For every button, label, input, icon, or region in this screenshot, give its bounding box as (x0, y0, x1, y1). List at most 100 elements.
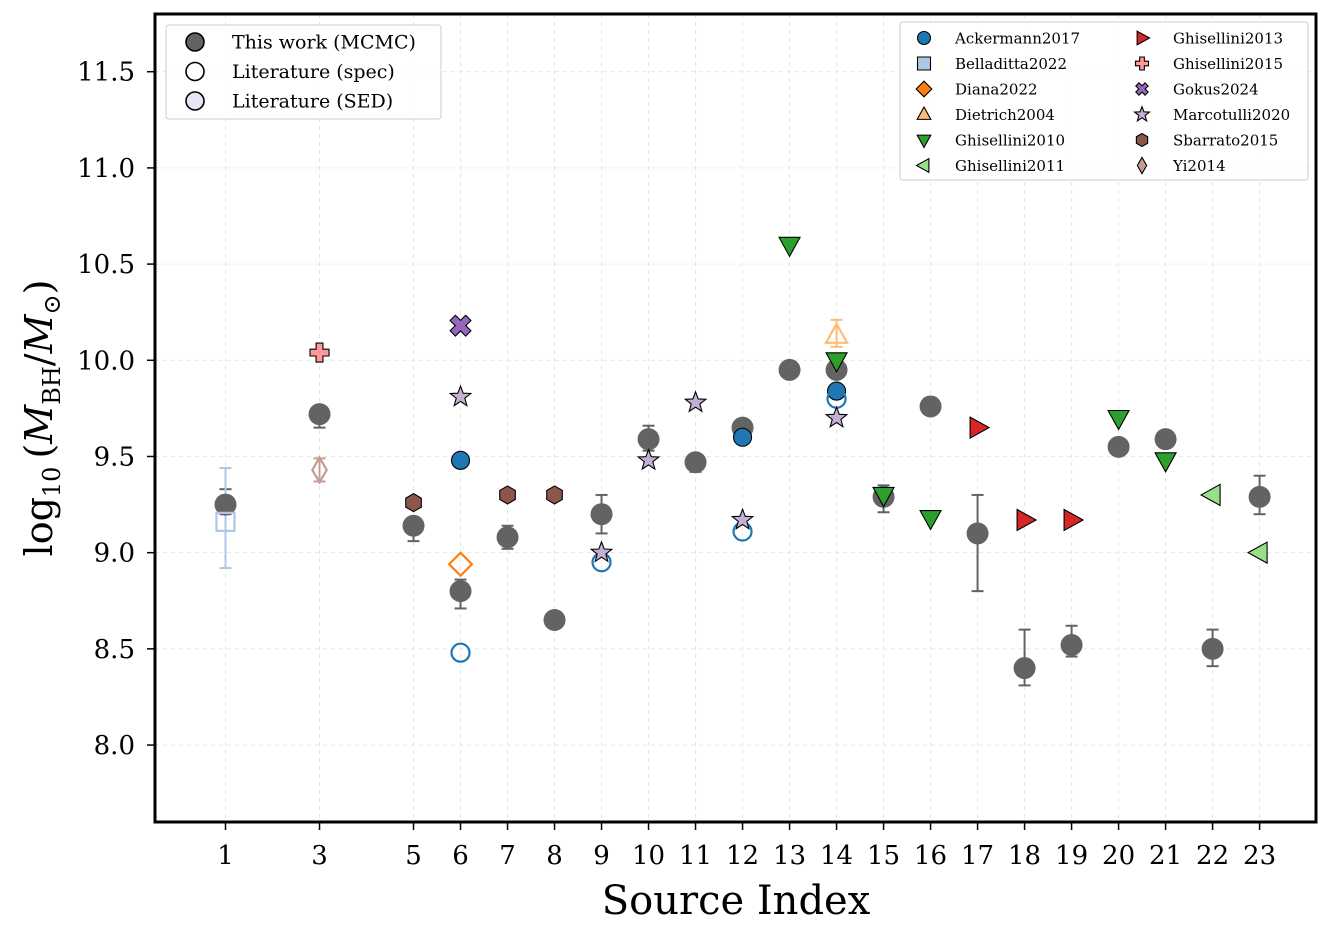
legend-refs-box (899, 21, 1309, 181)
legend-references: Ackermann2017 Belladitta2022 Diana2022 Diet… (899, 21, 1309, 181)
ghisellini2013-point-1 (1016, 508, 1038, 532)
x-tick-label-13: 13 (773, 841, 806, 871)
y-tick-label-10: 10.0 (77, 346, 135, 376)
x-tick-label-12: 12 (726, 841, 759, 871)
ylabel-msun-sub: ⊙ (38, 294, 66, 314)
mcmc-point-17 (966, 522, 989, 545)
x-tick-label-23: 23 (1243, 841, 1276, 871)
x-tick-label-9: 9 (593, 841, 610, 871)
legend-main-marker-this-work-mcmc (185, 32, 205, 52)
ylabel-slash: / (17, 353, 61, 366)
y-axis-ticks: 8.0 8.5 9.0 9.5 10.0 10.5 11.0 11.5 (77, 58, 155, 761)
x-tick-label-20: 20 (1102, 841, 1135, 871)
legend-ref-marker-sbarrato2015 (1135, 132, 1149, 148)
x-tick-label-16: 16 (914, 841, 947, 871)
legend-ref-label-belladitta2022: Belladitta2022 (955, 55, 1067, 73)
mcmc-point-9 (590, 503, 613, 526)
legend-ref-marker-yi2014 (1136, 156, 1148, 175)
legend-ref-label-sbarrato2015: Sbarrato2015 (1173, 132, 1278, 150)
ghisellini2010-point-5 (1154, 452, 1178, 473)
marcotulli2020-point-4 (730, 507, 755, 530)
x-tick-label-8: 8 (546, 841, 563, 871)
legend-ref-label-ghisellini2015: Ghisellini2015 (1173, 55, 1283, 73)
legend-ref-label-ghisellini2010: Ghisellini2010 (955, 132, 1065, 150)
legend-ref-label-diana2022: Diana2022 (955, 81, 1038, 99)
legend-main-label-this-work-mcmc: This work (MCMC) (232, 32, 416, 54)
mcmc-point-21 (1154, 428, 1177, 451)
ghisellini2010-point-4 (1107, 409, 1131, 431)
legend-ref-marker-ghisellini2011 (915, 157, 930, 174)
plot-frame (153, 12, 1318, 824)
mcmc-point-6 (449, 580, 472, 603)
legend-main-box (165, 24, 442, 120)
x-axis-title: Source Index (602, 878, 871, 924)
ghisellini2010-point-1 (825, 352, 848, 373)
dietrich2004-point-0 (824, 321, 849, 344)
gokus2024-point-0 (449, 314, 472, 337)
legend-ref-marker-gokus2024 (1135, 82, 1149, 96)
mcmc-point-23 (1248, 485, 1271, 508)
mcmc-point-20 (1107, 435, 1130, 458)
marcotulli2020-point-2 (636, 447, 661, 471)
x-tick-label-1: 1 (217, 841, 234, 871)
ghisellini2011-point-0 (1199, 483, 1221, 507)
legend-ref-marker-ghisellini2010 (916, 134, 932, 149)
ghisellini2010-point-0 (778, 236, 801, 258)
mcmc-point-7 (496, 526, 519, 549)
x-tick-label-22: 22 (1196, 841, 1229, 871)
mcmc-point-11 (684, 451, 707, 474)
legend-ref-label-ghisellini2011: Ghisellini2011 (955, 157, 1065, 175)
mcmc-point-5 (402, 514, 425, 537)
ylabel-lparen: ( (17, 444, 61, 459)
y-tick-label-8: 8.0 (94, 731, 135, 761)
x-tick-label-7: 7 (499, 841, 516, 871)
mcmc-point-16 (919, 395, 942, 418)
y-tick-label-11.5: 11.5 (77, 58, 135, 88)
x-tick-label-19: 19 (1055, 841, 1088, 871)
legend-main-label-literature-spec: Literature (spec) (232, 61, 395, 83)
mcmc-point-22 (1201, 637, 1224, 660)
y-axis-title: log10(MBH/M⊙) (17, 280, 66, 557)
y-tick-label-10.5: 10.5 (77, 250, 135, 280)
legend-ref-marker-marcotulli2020 (1133, 105, 1151, 123)
x-tick-label-18: 18 (1008, 841, 1041, 871)
y-tick-label-11: 11.0 (77, 154, 135, 184)
marcotulli2020-point-5 (824, 405, 849, 429)
legend-ref-label-ghisellini2013: Ghisellini2013 (1173, 30, 1283, 48)
legend-ref-marker-belladitta2022 (916, 56, 932, 71)
legend-main: This work (MCMC) Literature (spec) Literat… (165, 24, 442, 120)
ghisellini2015-point-0 (309, 342, 330, 363)
mcmc-point-18 (1013, 657, 1036, 680)
ghisellini2011-point-1 (1246, 541, 1268, 565)
mcmc-point-10 (637, 428, 660, 451)
legend-main-marker-literature-sed (185, 91, 205, 111)
legend-ref-label-marcotulli2020: Marcotulli2020 (1173, 106, 1290, 124)
ghisellini2013-point-0 (969, 416, 991, 440)
legend-main-marker-literature-spec (185, 61, 205, 82)
ghisellini2010-point-3 (919, 509, 942, 531)
x-tick-label-17: 17 (961, 841, 994, 871)
legend-ref-label-ackermann2017: Ackermann2017 (954, 30, 1080, 48)
mcmc-point-1 (214, 493, 237, 516)
ylabel-rparen: ) (17, 280, 61, 295)
legend-ref-marker-ghisellini2013 (1136, 30, 1151, 46)
mcmc-point-19 (1060, 634, 1083, 657)
ghisellini2013-point-2 (1063, 508, 1085, 532)
y-tick-label-9.5: 9.5 (94, 442, 135, 472)
ylabel-m-sub: BH (38, 366, 66, 405)
ackermann2017-point-5 (827, 381, 847, 401)
legend-ref-marker-ackermann2017 (916, 30, 932, 46)
mcmc-point-8 (543, 609, 566, 631)
x-tick-label-21: 21 (1149, 841, 1182, 871)
ylabel-log: log (17, 497, 61, 556)
ylabel-msun: M (17, 313, 61, 354)
diana2022-point-0 (447, 551, 474, 578)
x-axis-ticks: 1 3 5 6 7 8 9 10 11 12 13 14 15 16 17 18 19 20 21 22 23 (217, 822, 1276, 871)
y-tick-label-8.5: 8.5 (94, 635, 135, 665)
legend-ref-marker-diana2022 (915, 80, 933, 98)
sbarrato2015-point-1 (499, 485, 516, 505)
ghisellini2010-point-2 (872, 486, 895, 508)
svg-text:log10(MBH/M⊙): log10(MBH/M⊙) (17, 280, 66, 557)
ackermann2017-point-0 (450, 450, 471, 470)
